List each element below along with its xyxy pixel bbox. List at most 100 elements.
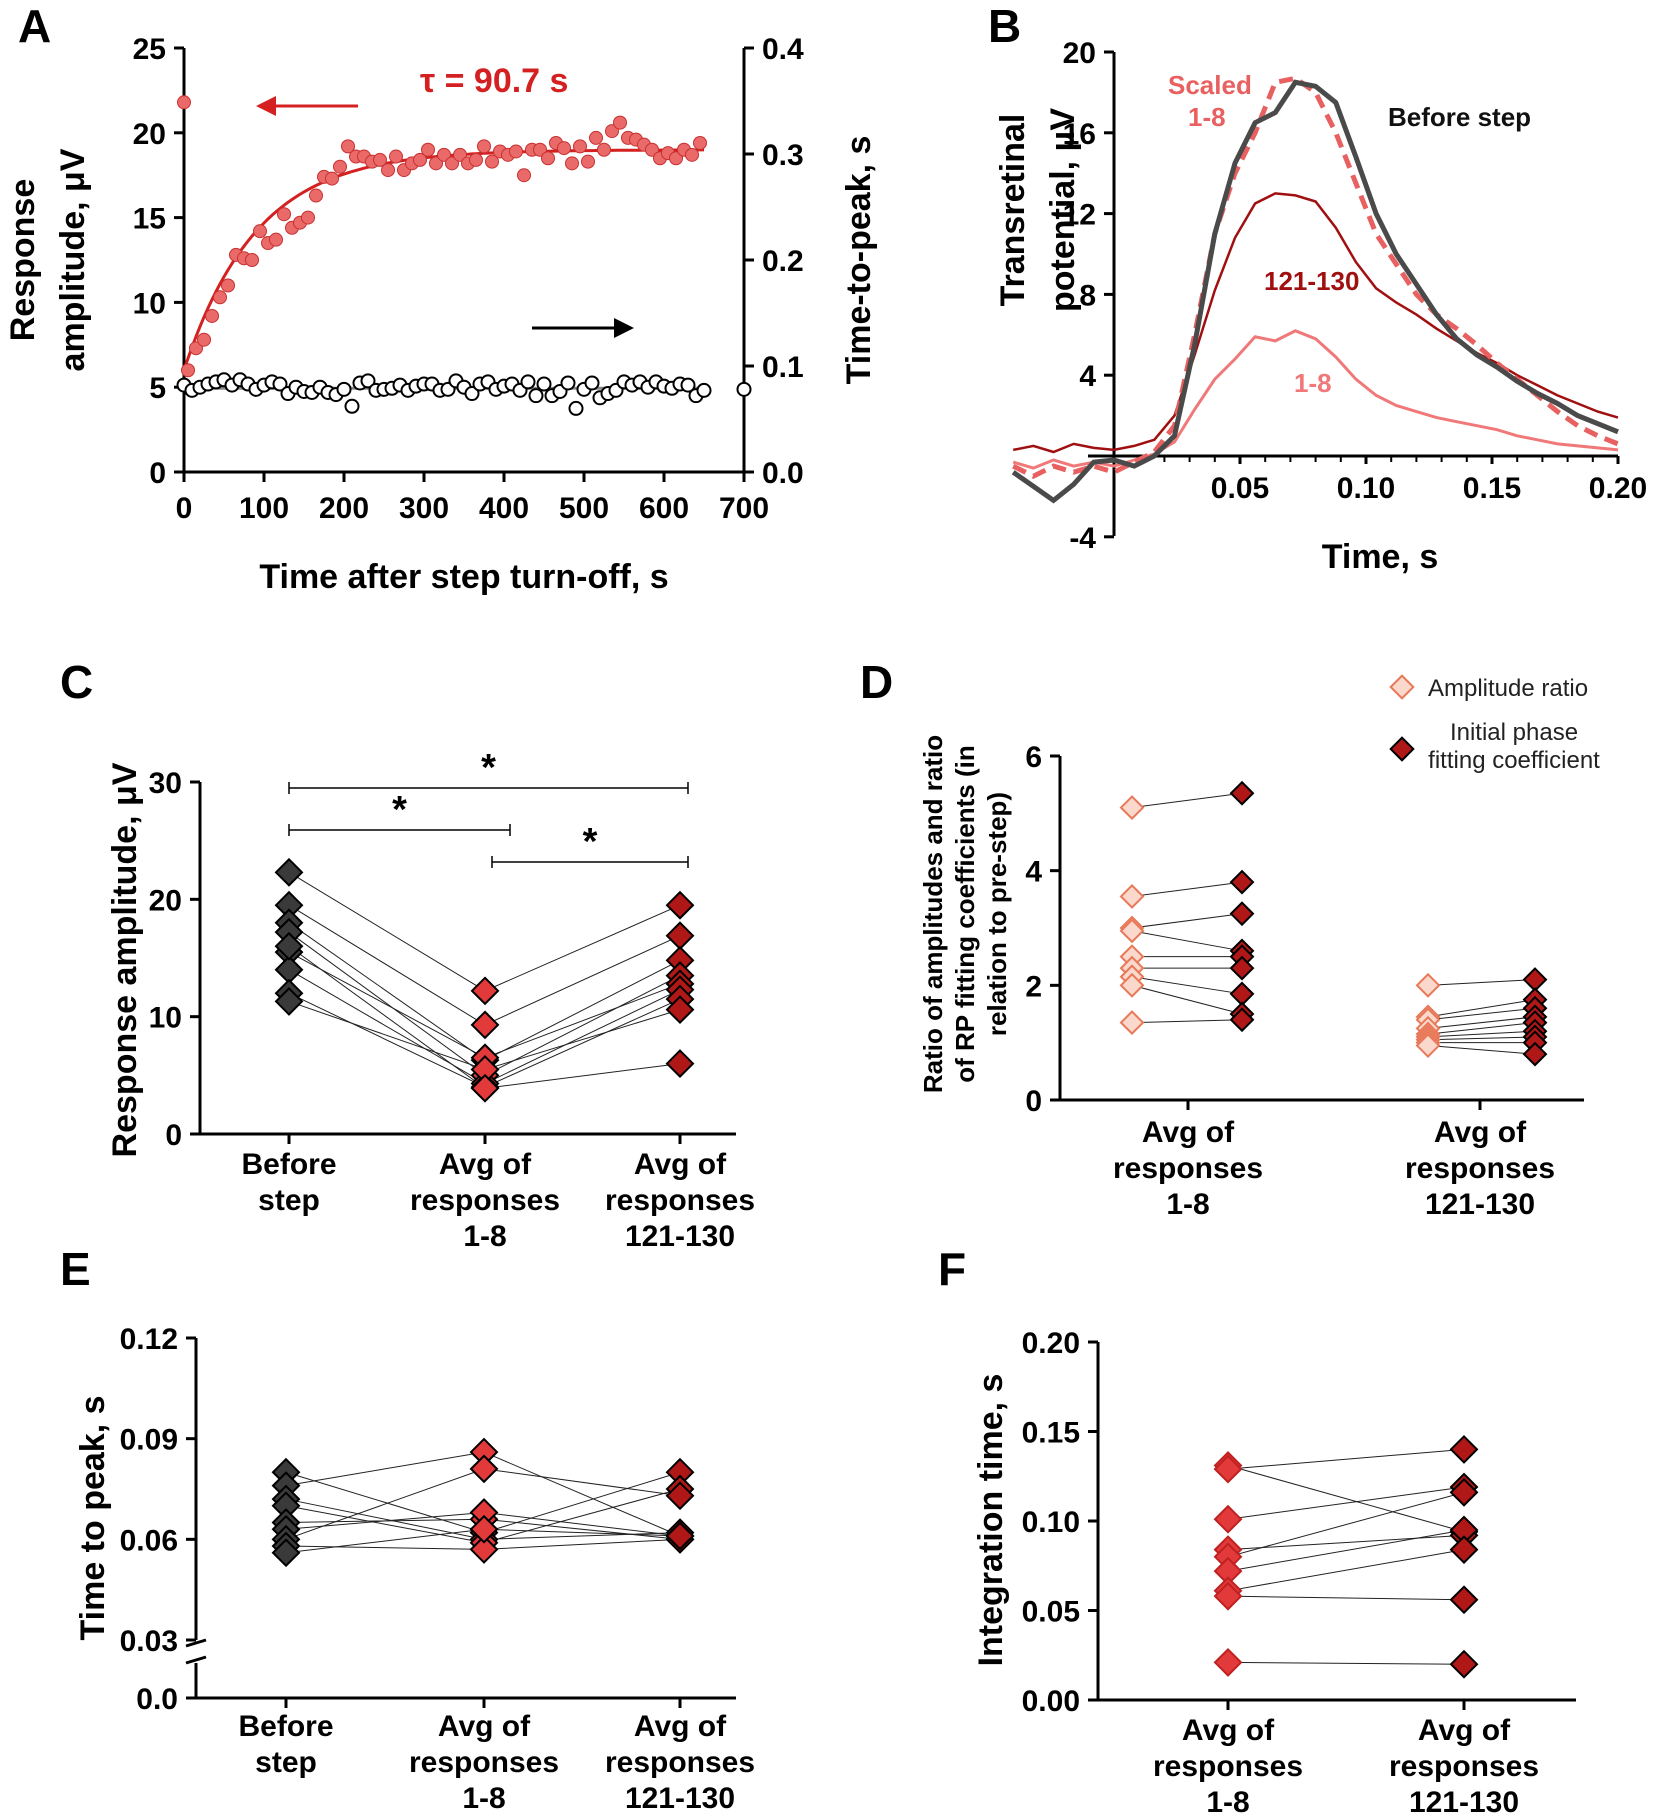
c-y-label: Response amplitude, μV <box>106 762 144 1157</box>
f-pair-line <box>1227 1661 1465 1665</box>
d-y-tick-label: 6 <box>1025 741 1042 774</box>
a-y-label-right: Time-to-peak, s <box>840 136 878 385</box>
c-x-tick-label: 1-8 <box>463 1220 506 1253</box>
panel-letter-f: F <box>938 1243 966 1295</box>
d-y-tick-label: 2 <box>1025 970 1042 1003</box>
e-point <box>469 1454 499 1484</box>
f-pair-line <box>1227 1595 1465 1601</box>
f-x-tick-label: Avg of <box>1182 1714 1275 1747</box>
a-x-tick-label: 400 <box>479 492 529 525</box>
d-x-tick-label: 121-130 <box>1425 1188 1535 1221</box>
d-pair-line <box>1131 930 1243 952</box>
panel-letter-c: C <box>60 656 93 708</box>
a-amplitude-point <box>581 154 595 169</box>
d-x-tick-label: responses <box>1405 1152 1555 1185</box>
a-amplitude-point <box>325 171 339 186</box>
a-x-tick-label: 500 <box>559 492 609 525</box>
c-x-tick-label: Avg of <box>439 1148 532 1181</box>
e-point <box>469 1514 499 1544</box>
panel-a: 0 100 200 300 400 500 600 700 0 5 10 15 20 25 0.0 0.1 0.… <box>4 33 878 596</box>
f-x-tick-label: Avg of <box>1418 1714 1511 1747</box>
e-x-tick-label: responses <box>605 1746 755 1779</box>
e-axis-break-bottom <box>185 1655 207 1665</box>
c-point <box>470 976 500 1006</box>
b-x-tick-label: 0.05 <box>1211 472 1269 505</box>
e-point <box>271 1538 301 1568</box>
e-x-tick-label: step <box>255 1746 317 1779</box>
b-label-before-step: Before step <box>1388 102 1531 132</box>
a-marks <box>176 95 752 416</box>
a-x-tick-label: 200 <box>319 492 369 525</box>
b-trace-before-step <box>1011 79 1619 504</box>
a-amplitude-point <box>557 141 571 156</box>
a-amplitude-point <box>253 224 267 239</box>
d-pair-line <box>1427 1022 1536 1035</box>
e-x-tick-label: Before <box>238 1710 333 1743</box>
e-x-tick-label: Avg of <box>634 1710 727 1743</box>
d-coefficient-point <box>1229 901 1255 927</box>
c-point <box>665 890 695 920</box>
e-x-tick-label: responses <box>409 1746 559 1779</box>
a-amplitude-point <box>509 144 523 159</box>
a-amplitude-point <box>469 152 483 167</box>
c-y-tick-label: 30 <box>149 767 182 800</box>
panel-letter-e: E <box>60 1243 91 1295</box>
b-y-tick-label: 20 <box>1063 37 1096 70</box>
b-y-tick-label: -4 <box>1069 522 1096 555</box>
c-pair-line <box>288 951 681 1059</box>
e-y-tick-label: 0.03 <box>120 1625 178 1658</box>
a-ttp-point <box>536 376 552 392</box>
a-amplitude-point <box>421 142 435 157</box>
f-y-tick-label: 0.05 <box>1022 1596 1080 1629</box>
c-point <box>274 857 304 887</box>
c-x-tick-label: step <box>258 1184 320 1217</box>
a-amplitude-point <box>453 147 467 162</box>
a-amplitude-point <box>533 142 547 157</box>
c-x-tick-label: responses <box>410 1184 560 1217</box>
a-ttp-point <box>344 398 360 414</box>
a-amplitude-point <box>221 278 235 293</box>
d-legend-coefficient-line1: Initial phase <box>1450 719 1578 746</box>
a-amplitude-point <box>389 149 403 164</box>
f-pair-line <box>1227 1465 1465 1533</box>
d-pair-line <box>1427 999 1536 1018</box>
f-pair-line <box>1227 1549 1465 1592</box>
a-left-arrow <box>256 96 358 116</box>
b-label-scaled-range: 1-8 <box>1188 102 1226 132</box>
a-ttp-point <box>272 376 288 392</box>
d-amplitude-point <box>1119 795 1145 821</box>
c-x-tick-label: 121-130 <box>625 1220 735 1253</box>
d-coefficient-point <box>1229 955 1255 981</box>
a-ticks: 0 100 200 300 400 500 600 700 0 5 10 15 20 25 0.0 0.1 0.… <box>133 33 804 525</box>
a-amplitude-point <box>333 159 347 174</box>
f-y-tick-label: 0.00 <box>1022 1685 1080 1718</box>
a-amplitude-point <box>413 152 427 167</box>
c-significance: * * * <box>288 747 689 868</box>
a-ttp-point <box>584 375 600 391</box>
a-y-tick-label-left: 5 <box>149 372 166 405</box>
a-amplitude-point <box>565 156 579 171</box>
b-y-label-line1: Transretinal <box>994 114 1032 307</box>
f-x-tick-label: responses <box>1389 1750 1539 1783</box>
d-legend-coefficient-line2: fitting coefficient <box>1428 747 1600 774</box>
a-amplitude-point <box>613 115 627 130</box>
d-x-tick-label: Avg of <box>1142 1116 1235 1149</box>
a-ttp-point <box>464 386 480 402</box>
f-pair-line <box>1227 1448 1465 1470</box>
a-ttp-point <box>360 373 376 389</box>
d-y-label-line3: relation to pre-step) <box>982 792 1012 1036</box>
a-ttp-point <box>736 381 752 397</box>
a-x-tick-label: 0 <box>176 492 193 525</box>
f-point-early <box>1213 1581 1243 1611</box>
b-label-121-130: 121-130 <box>1264 266 1359 296</box>
f-pair-line <box>1227 1486 1465 1520</box>
d-amplitude-point <box>1415 1033 1441 1058</box>
a-amplitude-point <box>445 156 459 171</box>
f-y-label: Integration time, s <box>972 1374 1010 1667</box>
a-amplitude-point <box>541 151 555 166</box>
a-amplitude-point <box>597 142 611 157</box>
c-sig-star: * <box>392 789 407 831</box>
